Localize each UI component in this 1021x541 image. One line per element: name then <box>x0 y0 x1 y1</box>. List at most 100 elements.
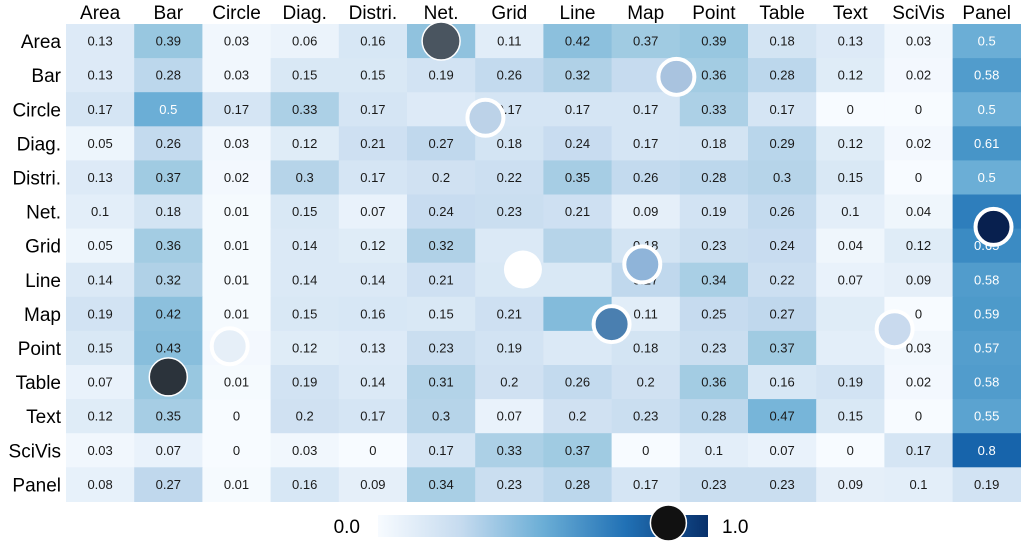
heatmap-cell <box>679 194 749 230</box>
heatmap-cell <box>475 433 544 468</box>
heatmap-cell <box>816 262 885 298</box>
heatmap-cell <box>952 296 1021 332</box>
cell-value-label: 0.47 <box>769 409 794 424</box>
column-label: Diag. <box>283 3 327 24</box>
cell-value-label: 0.18 <box>701 136 726 151</box>
cell-value-label: 0.5 <box>159 102 177 117</box>
cell-value-label: 0.27 <box>428 136 453 151</box>
heatmap-cell <box>202 296 272 332</box>
heatmap-cell <box>202 365 272 400</box>
overlay-circle-marker <box>656 56 697 97</box>
column-label: Bar <box>154 3 184 24</box>
cell-value-label: 0.03 <box>87 443 112 458</box>
heatmap-cell <box>611 160 681 196</box>
cell-value-label: 0.12 <box>906 238 931 253</box>
cell-value-label: 0.2 <box>568 409 586 424</box>
heatmap-cell <box>338 24 408 59</box>
cell-value-label: 0.15 <box>87 340 112 355</box>
cell-value-label: 0.09 <box>906 272 931 287</box>
heatmap-cell <box>884 194 954 230</box>
cell-value-label: 0.11 <box>497 34 521 49</box>
cell-value-label: 0 <box>847 443 854 458</box>
heatmap-cell <box>952 433 1021 468</box>
cell-value-label: 0.09 <box>360 477 385 492</box>
cell-value-label: 0.37 <box>156 170 181 185</box>
heatmap-cell <box>543 160 613 196</box>
heatmap-cell <box>543 24 613 59</box>
cell-value-label: 0.16 <box>360 34 385 49</box>
heatmap-cell <box>679 126 749 161</box>
heatmap-cell <box>816 58 885 93</box>
cell-value-label: 0.28 <box>565 477 590 492</box>
heatmap-cell <box>475 296 544 332</box>
colorbar-gradient <box>378 515 708 537</box>
heatmap-cell <box>884 467 954 502</box>
heatmap-cell <box>679 365 749 400</box>
cell-value-label: 0.23 <box>497 477 522 492</box>
heatmap-cell <box>407 194 476 230</box>
heatmap-cells: 0.130.390.030.060.160.410.110.420.370.39… <box>66 24 1021 502</box>
heatmap-cell <box>679 399 749 434</box>
heatmap-cell <box>952 262 1021 298</box>
cell-value-label: 0.02 <box>906 68 931 83</box>
cell-value-label: 0.15 <box>838 170 863 185</box>
cell-value-label: 0.17 <box>906 443 931 458</box>
heatmap-cell <box>66 433 135 468</box>
heatmap-cell <box>816 365 885 400</box>
cell-value-label: 0.01 <box>224 238 249 253</box>
cell-value-label: 0.8 <box>978 443 996 458</box>
heatmap-cell <box>407 126 476 161</box>
colorbar-marker <box>649 504 688 541</box>
heatmap-cell <box>270 365 340 400</box>
cell-value-label: 0.31 <box>428 375 453 390</box>
heatmap-cell <box>679 467 749 502</box>
heatmap-cell <box>475 399 544 434</box>
cell-value-label: 0.21 <box>428 272 453 287</box>
heatmap-cell <box>202 92 272 127</box>
cell-value-label: 0.03 <box>224 136 249 151</box>
cell-value-label: 0.36 <box>701 68 726 83</box>
cell-value-label: 0.58 <box>974 375 999 390</box>
heatmap-cell <box>66 194 135 230</box>
heatmap-cell <box>407 467 476 502</box>
cell-value-label: 0.32 <box>156 272 181 287</box>
heatmap-cell <box>543 262 613 298</box>
overlay-circle-marker <box>874 309 915 350</box>
heatmap-cell <box>475 467 544 502</box>
heatmap-cell <box>952 330 1021 366</box>
cell-value-label: 0.15 <box>292 306 317 321</box>
heatmap-cell <box>407 330 476 366</box>
cell-value-label: 0.09 <box>633 204 658 219</box>
cell-value-label: 0.3 <box>773 170 791 185</box>
cell-value-label: 0.1 <box>91 204 109 219</box>
cell-value-label: 0.28 <box>156 68 181 83</box>
heatmap-cell <box>475 194 544 230</box>
heatmap-cell <box>679 296 749 332</box>
overlay-circle-marker <box>622 244 663 285</box>
cell-value-label: 0.59 <box>974 306 999 321</box>
heatmap-cell <box>338 194 408 230</box>
cell-value-label: 0.36 <box>156 238 181 253</box>
heatmap-cell <box>407 262 476 298</box>
cell-value-label: 0.13 <box>87 34 112 49</box>
cell-value-label: 0.2 <box>432 170 450 185</box>
cell-value-label: 0.1 <box>705 443 723 458</box>
row-label: Grid <box>25 237 61 258</box>
heatmap-cell <box>66 399 135 434</box>
heatmap-cell <box>407 433 476 468</box>
cell-value-label: 0.33 <box>701 102 726 117</box>
heatmap-cell <box>475 160 544 196</box>
heatmap-cell <box>407 92 476 127</box>
cell-value-label: 0.03 <box>224 68 249 83</box>
cell-value-label: 0.19 <box>497 340 522 355</box>
heatmap-cell <box>543 433 613 468</box>
cell-value-label: 0.21 <box>497 306 522 321</box>
heatmap-cell <box>952 58 1021 93</box>
heatmap-cell <box>816 92 885 127</box>
cell-value-label: 0 <box>915 409 922 424</box>
cell-value-label: 0.32 <box>565 68 590 83</box>
cell-value-label: 0 <box>233 409 240 424</box>
heatmap-cell <box>66 330 135 366</box>
heatmap-cell <box>816 160 885 196</box>
